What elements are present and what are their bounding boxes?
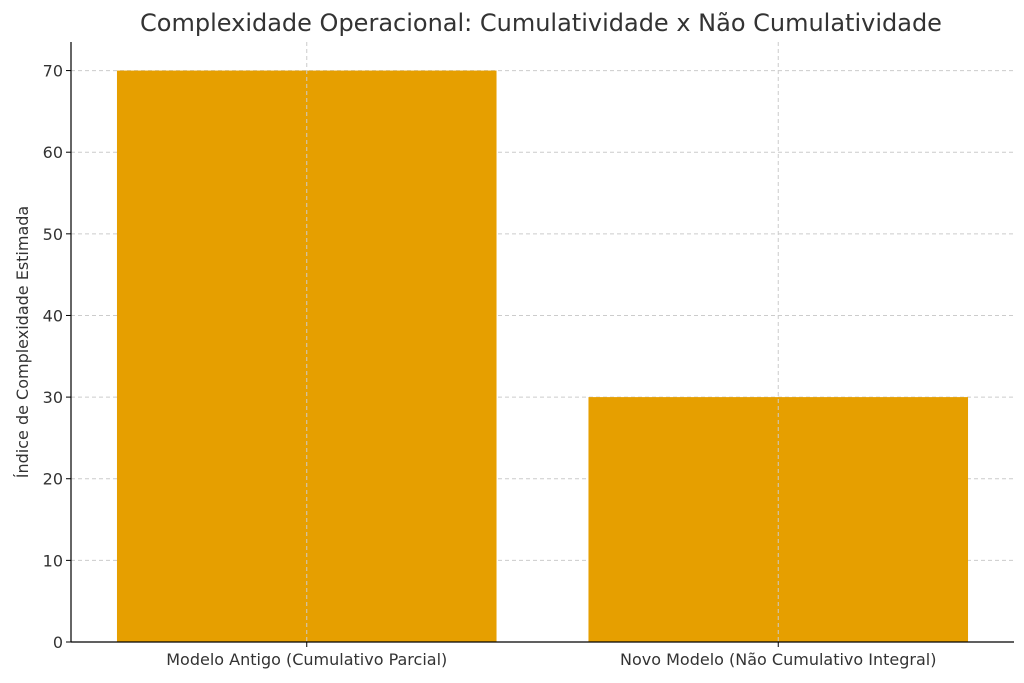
y-axis-label: Índice de Complexidade Estimada (13, 206, 32, 478)
y-tick-label: 20 (43, 470, 63, 489)
tick-labels: 0 10 20 30 40 50 60 70 Modelo Antigo (Cumulativo… (43, 62, 937, 669)
y-tick-label: 10 (43, 551, 63, 570)
y-tick-label: 60 (43, 143, 63, 162)
chart-title: Complexidade Operacional: Cumulatividade… (140, 9, 942, 37)
y-tick-label: 0 (53, 633, 63, 652)
y-tick-label: 40 (43, 306, 63, 325)
y-tick-label: 50 (43, 225, 63, 244)
axes (66, 42, 1014, 647)
x-tick-label: Novo Modelo (Não Cumulativo Integral) (620, 650, 936, 669)
y-tick-label: 70 (43, 62, 63, 81)
y-tick-label: 30 (43, 388, 63, 407)
bars (116, 42, 969, 643)
x-tick-label: Modelo Antigo (Cumulativo Parcial) (166, 650, 447, 669)
